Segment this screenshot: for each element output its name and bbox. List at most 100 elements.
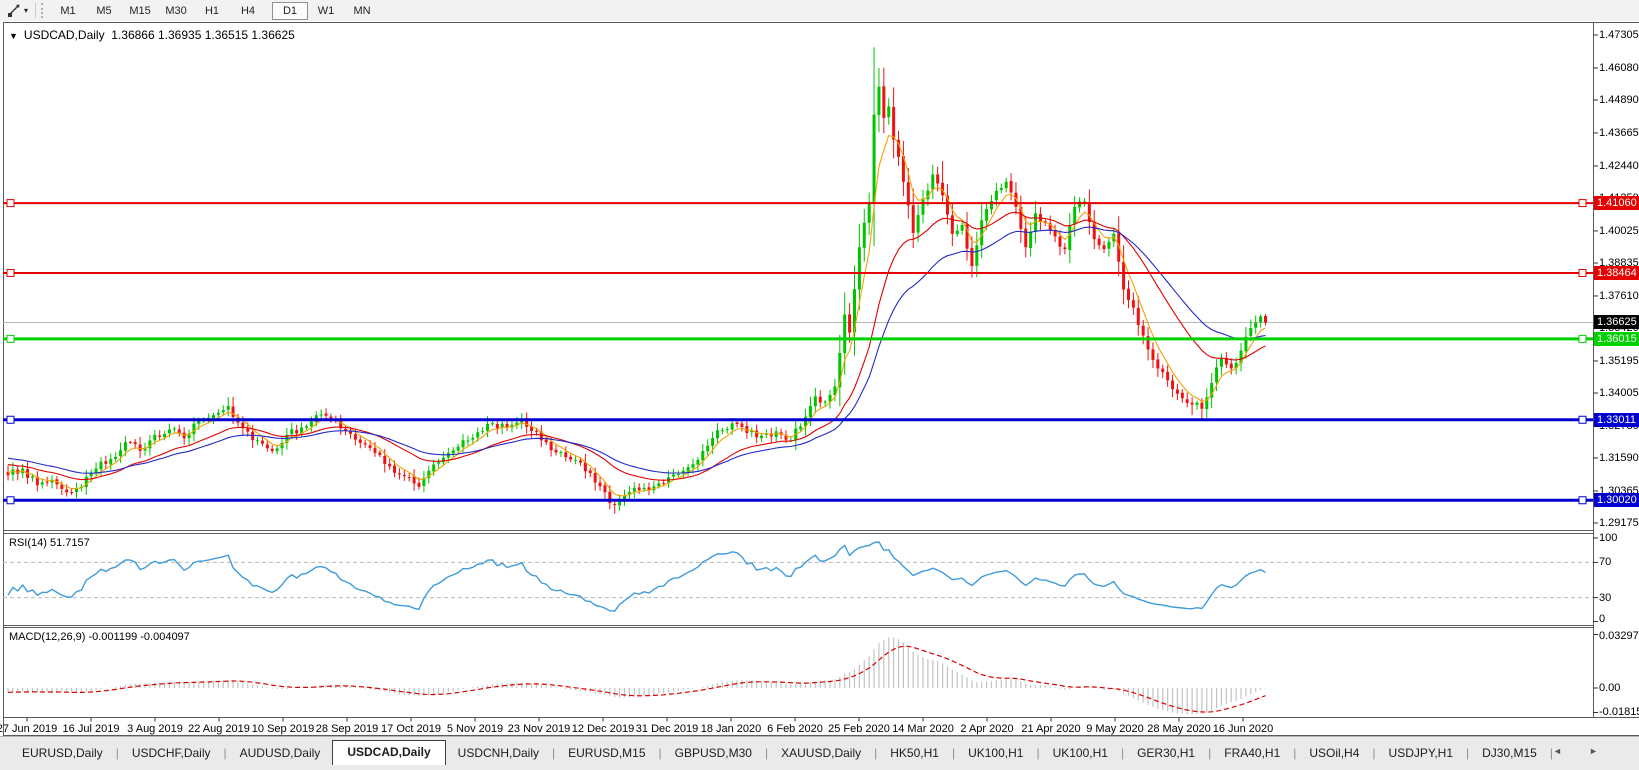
date-tick-label: 17 Oct 2019 bbox=[381, 722, 441, 735]
level-price-badge: 1.36015 bbox=[1594, 331, 1639, 346]
price-tick-label: 1.46080 bbox=[1599, 61, 1639, 74]
date-tick-label: 28 Sep 2019 bbox=[315, 722, 379, 735]
level-line-handle[interactable] bbox=[1578, 334, 1587, 343]
date-tick-label: 28 May 2020 bbox=[1147, 722, 1211, 735]
date-tick-label: 3 Aug 2019 bbox=[127, 722, 183, 735]
tab-uk100-h1[interactable]: UK100,H1 bbox=[968, 746, 1024, 760]
tab-dj30-m15[interactable]: DJ30,M15 bbox=[1482, 746, 1537, 760]
tabs-scroll-left-icon[interactable]: ◄ bbox=[1553, 746, 1562, 756]
macd-pane bbox=[7, 637, 1267, 715]
rsi-line bbox=[7, 541, 1266, 612]
level-price-badge: 1.33011 bbox=[1594, 412, 1639, 427]
fast-ma-line bbox=[7, 134, 1266, 497]
tab-audusd-daily[interactable]: AUDUSD,Daily bbox=[239, 746, 321, 760]
timeframe-button-m30[interactable]: M30 bbox=[165, 5, 187, 17]
timeframe-button-m5[interactable]: M5 bbox=[96, 5, 112, 17]
tab-uk100-h1[interactable]: UK100,H1 bbox=[1052, 746, 1108, 760]
tab-divider: | bbox=[1466, 746, 1470, 760]
price-chart-canvas bbox=[3, 22, 1639, 736]
date-tick-label: 23 Nov 2019 bbox=[507, 722, 571, 735]
timeframe-button-h1[interactable]: H1 bbox=[204, 5, 220, 17]
tab-divider: | bbox=[1372, 746, 1376, 760]
level-line-handle[interactable] bbox=[1578, 415, 1587, 424]
date-tick-label: 5 Nov 2019 bbox=[446, 722, 504, 735]
date-tick-label: 16 Jun 2020 bbox=[1212, 722, 1274, 735]
tab-divider: | bbox=[1293, 746, 1297, 760]
rsi-pane bbox=[3, 541, 1593, 612]
macd-tick-label: 0.00 bbox=[1599, 682, 1621, 694]
tab-divider: | bbox=[874, 746, 878, 760]
date-tick-label: 31 Dec 2019 bbox=[635, 722, 699, 735]
level-line-handle[interactable] bbox=[6, 199, 15, 208]
timeframe-button-w1[interactable]: W1 bbox=[317, 5, 335, 17]
tab-gbpusd-m30[interactable]: GBPUSD,M30 bbox=[674, 746, 752, 760]
date-tick-label: 6 Feb 2020 bbox=[767, 722, 823, 735]
date-tick-label: 21 Apr 2020 bbox=[1021, 722, 1081, 735]
timeframe-button-m1[interactable]: M1 bbox=[60, 5, 76, 17]
tab-ger30-h1[interactable]: GER30,H1 bbox=[1137, 746, 1196, 760]
date-tick-label: 25 Feb 2020 bbox=[828, 722, 890, 735]
tab-divider: | bbox=[1208, 746, 1212, 760]
rsi-indicator-label: RSI(14) 51.7157 bbox=[9, 537, 90, 549]
price-pane bbox=[3, 47, 1593, 514]
tab-usdcnh-daily[interactable]: USDCNH,Daily bbox=[457, 746, 540, 760]
level-line-handle[interactable] bbox=[1578, 268, 1587, 277]
level-line-handle[interactable] bbox=[6, 496, 15, 505]
tab-usdchf-daily[interactable]: USDCHF,Daily bbox=[131, 746, 211, 760]
tab-eurusd-m15[interactable]: EURUSD,M15 bbox=[568, 746, 646, 760]
candlesticks bbox=[6, 47, 1268, 514]
date-tick-label: 27 Jun 2019 bbox=[0, 722, 58, 735]
tab-divider: | bbox=[764, 746, 769, 760]
price-tick-label: 1.35195 bbox=[1599, 354, 1639, 367]
date-tick-label: 12 Dec 2019 bbox=[571, 722, 635, 735]
tab-usdjpy-h1[interactable]: USDJPY,H1 bbox=[1388, 746, 1454, 760]
level-line-handle[interactable] bbox=[1578, 199, 1587, 208]
chart-symbol-label: USDCAD,Daily bbox=[23, 28, 105, 42]
price-tick-label: 1.40025 bbox=[1599, 224, 1639, 237]
timeframe-button-d1[interactable]: D1 bbox=[272, 2, 309, 20]
tab-divider: | bbox=[658, 746, 662, 760]
line-studies-tool-button[interactable]: ▾ bbox=[0, 0, 32, 21]
price-tick-label: 1.34005 bbox=[1599, 386, 1639, 399]
rsi-tick-label: 30 bbox=[1599, 591, 1612, 604]
collapse-triangle-icon[interactable]: ▼ bbox=[9, 31, 18, 41]
macd-tick-label: 0.032972 bbox=[1599, 629, 1639, 642]
date-tick-label: 2 Apr 2020 bbox=[960, 722, 1014, 735]
toolbar-separator bbox=[35, 3, 37, 18]
macd-tick-label: -0.018154 bbox=[1599, 705, 1639, 718]
tab-usdcad-daily[interactable]: USDCAD,Daily bbox=[332, 740, 446, 765]
tab-divider: | bbox=[223, 746, 227, 760]
chevron-down-icon: ▾ bbox=[24, 6, 29, 15]
chart-title: ▼ USDCAD,Daily 1.36866 1.36935 1.36515 1.… bbox=[9, 28, 295, 42]
price-tick-label: 1.44890 bbox=[1599, 94, 1639, 106]
tab-divider: | bbox=[951, 746, 956, 760]
tab-eurusd-daily[interactable]: EURUSD,Daily bbox=[22, 746, 103, 760]
chart-window: ▼ USDCAD,Daily 1.36866 1.36935 1.36515 1.… bbox=[0, 21, 1639, 736]
price-tick-label: 1.42440 bbox=[1599, 159, 1639, 172]
tab-usoil-h4[interactable]: USOil,H4 bbox=[1309, 746, 1360, 760]
level-line-handle[interactable] bbox=[6, 268, 15, 277]
tab-divider: | bbox=[1120, 746, 1125, 760]
date-tick-label: 14 Mar 2020 bbox=[892, 722, 954, 735]
timeframe-button-m15[interactable]: M15 bbox=[129, 5, 151, 17]
price-tick-label: 1.37610 bbox=[1599, 289, 1639, 302]
macd-indicator-label: MACD(12,26,9) -0.001199 -0.004097 bbox=[9, 631, 190, 643]
tab-divider: | bbox=[552, 746, 556, 760]
price-tick-label: 1.47305 bbox=[1599, 29, 1639, 41]
level-line-handle[interactable] bbox=[6, 415, 15, 424]
toolbar-grip-handle[interactable] bbox=[41, 3, 46, 18]
price-tick-label: 1.31590 bbox=[1599, 452, 1639, 464]
tabs-scroll-right-icon[interactable]: ► bbox=[1589, 746, 1598, 756]
level-line-handle[interactable] bbox=[1578, 496, 1587, 505]
date-tick-label: 10 Sep 2019 bbox=[251, 722, 315, 735]
level-price-badge: 1.41060 bbox=[1594, 196, 1639, 211]
tab-hk50-h1[interactable]: HK50,H1 bbox=[890, 746, 939, 760]
tab-xauusd-daily[interactable]: XAUUSD,Daily bbox=[781, 746, 862, 760]
timeframe-button-mn[interactable]: MN bbox=[353, 5, 371, 17]
level-line-handle[interactable] bbox=[6, 334, 15, 343]
date-tick-label: 22 Aug 2019 bbox=[188, 722, 250, 735]
top-toolbar: ▾ M1 M5 M15 M30 H1 H4 D1 W1 MN bbox=[0, 0, 1639, 22]
slow-ma-line bbox=[7, 226, 1266, 474]
timeframe-button-h4[interactable]: H4 bbox=[240, 5, 256, 17]
tab-fra40-h1[interactable]: FRA40,H1 bbox=[1224, 746, 1281, 760]
